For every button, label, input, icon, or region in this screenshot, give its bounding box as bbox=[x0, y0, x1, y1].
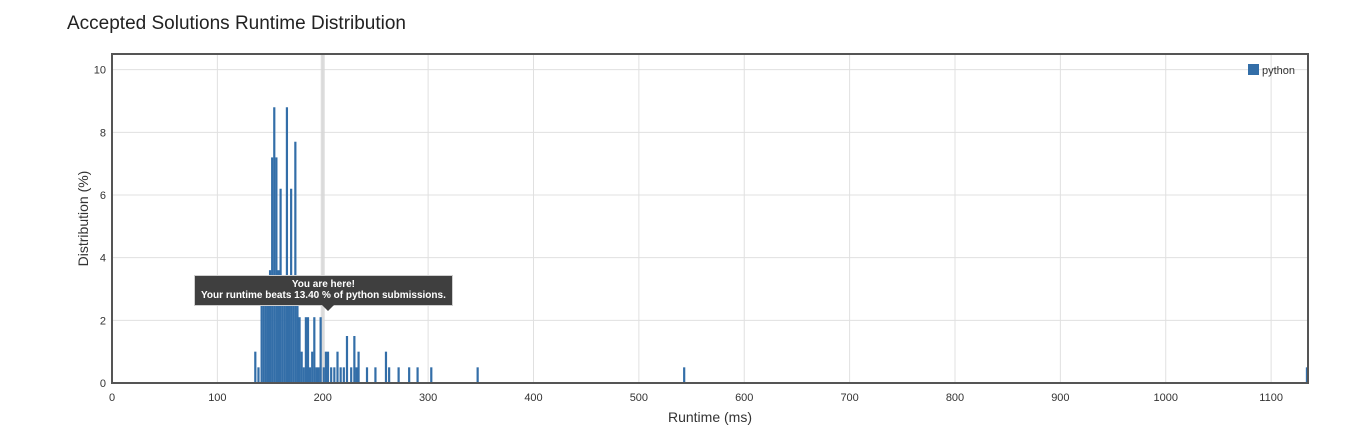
legend-swatch-python[interactable] bbox=[1248, 64, 1259, 75]
bar[interactable] bbox=[298, 317, 301, 383]
bar[interactable] bbox=[277, 270, 280, 383]
bar[interactable] bbox=[388, 367, 391, 383]
bar[interactable] bbox=[257, 367, 260, 383]
bar[interactable] bbox=[300, 351, 303, 383]
bar[interactable] bbox=[1305, 367, 1309, 383]
bar[interactable] bbox=[350, 367, 353, 383]
bar[interactable] bbox=[384, 351, 388, 383]
bar[interactable] bbox=[317, 367, 320, 383]
x-tick-label: 1100 bbox=[1259, 392, 1283, 404]
y-tick-label: 10 bbox=[94, 65, 106, 77]
y-axis-title: Distribution (%) bbox=[75, 171, 91, 267]
bar[interactable] bbox=[273, 107, 276, 384]
bar[interactable] bbox=[353, 336, 356, 383]
x-tick-label: 700 bbox=[840, 392, 858, 404]
tooltip-line-2: Your runtime beats 13.40 % of python sub… bbox=[201, 290, 446, 301]
bar[interactable] bbox=[342, 367, 345, 383]
bar[interactable] bbox=[285, 107, 289, 384]
y-tick-label: 0 bbox=[100, 378, 106, 390]
legend-label-python[interactable]: python bbox=[1262, 65, 1295, 77]
bar[interactable] bbox=[326, 351, 330, 383]
x-tick-label: 100 bbox=[208, 392, 226, 404]
x-axis-title: Runtime (ms) bbox=[668, 409, 752, 425]
tooltip-pointer bbox=[322, 305, 334, 311]
y-tick-label: 8 bbox=[100, 127, 106, 139]
bar[interactable] bbox=[281, 301, 284, 383]
bar[interactable] bbox=[271, 157, 274, 383]
bar[interactable] bbox=[374, 367, 377, 383]
current-runtime-highlight bbox=[320, 54, 325, 383]
bar[interactable] bbox=[397, 367, 400, 383]
bar[interactable] bbox=[319, 317, 322, 383]
bar[interactable] bbox=[306, 317, 310, 383]
bar[interactable] bbox=[313, 317, 316, 383]
bar[interactable] bbox=[339, 367, 342, 383]
bar[interactable] bbox=[264, 285, 267, 383]
bar[interactable] bbox=[302, 367, 305, 383]
bar[interactable] bbox=[476, 367, 479, 383]
y-tick-label: 2 bbox=[100, 315, 106, 327]
chart-title: Accepted Solutions Runtime Distribution bbox=[67, 13, 407, 34]
bars-python bbox=[254, 107, 1309, 384]
bar[interactable] bbox=[275, 157, 278, 383]
bar[interactable] bbox=[266, 301, 270, 383]
bar[interactable] bbox=[365, 367, 369, 383]
bar[interactable] bbox=[287, 285, 291, 383]
x-tick-label: 800 bbox=[946, 392, 964, 404]
x-tick-label: 200 bbox=[314, 392, 332, 404]
bar[interactable] bbox=[416, 367, 419, 383]
x-tick-label: 1000 bbox=[1154, 392, 1178, 404]
bar[interactable] bbox=[254, 351, 257, 383]
bar[interactable] bbox=[262, 285, 265, 383]
bar[interactable] bbox=[283, 301, 286, 383]
bar[interactable] bbox=[294, 141, 297, 383]
x-tick-label: 0 bbox=[109, 392, 115, 404]
y-tick-label: 6 bbox=[100, 190, 106, 202]
you-are-here-tooltip: You are here! Your runtime beats 13.40 %… bbox=[195, 276, 452, 311]
bar[interactable] bbox=[311, 351, 314, 383]
bar[interactable] bbox=[330, 367, 333, 383]
x-tick-label: 300 bbox=[419, 392, 437, 404]
bar[interactable] bbox=[430, 367, 433, 383]
bar[interactable] bbox=[355, 367, 358, 383]
bar[interactable] bbox=[357, 351, 360, 383]
bar[interactable] bbox=[336, 351, 339, 383]
x-tick-label: 400 bbox=[524, 392, 542, 404]
tooltip-line-1: You are here! bbox=[291, 279, 356, 290]
bar[interactable] bbox=[296, 285, 299, 383]
bar[interactable] bbox=[304, 317, 307, 383]
x-tick-label: 500 bbox=[630, 392, 648, 404]
y-tick-label: 4 bbox=[100, 253, 106, 265]
x-tick-label: 600 bbox=[735, 392, 753, 404]
bar[interactable] bbox=[315, 367, 318, 383]
bar[interactable] bbox=[260, 285, 263, 383]
axes: 0 100 200 300 400 500 600 700 800 900 1000 1100 0 2 4 6… bbox=[94, 65, 1283, 404]
bar[interactable] bbox=[345, 336, 349, 383]
plot-frame bbox=[111, 53, 1309, 384]
bar[interactable] bbox=[683, 367, 686, 383]
bar[interactable] bbox=[292, 301, 295, 383]
bar[interactable] bbox=[408, 367, 411, 383]
bar[interactable] bbox=[309, 367, 312, 383]
bar[interactable] bbox=[268, 270, 272, 383]
bar[interactable] bbox=[333, 367, 336, 383]
bar[interactable] bbox=[324, 351, 328, 383]
x-tick-label: 900 bbox=[1051, 392, 1069, 404]
legend[interactable]: python bbox=[1248, 64, 1295, 77]
bar[interactable] bbox=[322, 367, 325, 383]
